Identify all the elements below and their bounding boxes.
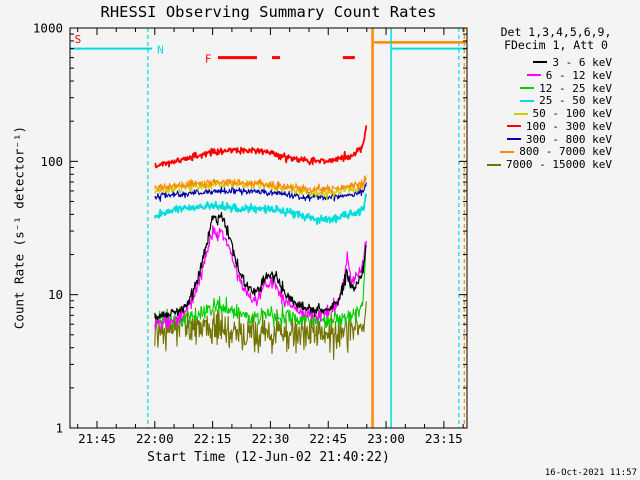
legend-entry-label: 100 - 300 keV — [525, 119, 612, 133]
legend-entry: 300 - 800 keV — [474, 133, 638, 146]
x-tick-label: 22:00 — [136, 431, 174, 446]
series-line-800-7000keV — [154, 175, 367, 196]
legend-color-dash-icon — [487, 163, 502, 166]
legend-color-dash-icon — [526, 74, 541, 77]
legend-color-dash-icon — [520, 86, 535, 89]
y-tick-label: 1000 — [33, 21, 63, 36]
legend-entry: 12 - 25 keV — [474, 82, 638, 95]
legend-header-decimation: FDecim 1, Att 0 — [504, 38, 608, 52]
annotation-group: S N F — [70, 28, 467, 428]
y-axis-label: Count Rate (s⁻¹ detector⁻¹) — [11, 125, 27, 330]
legend-entry: 6 - 12 keV — [474, 69, 638, 82]
x-tick-label: 23:00 — [367, 431, 405, 446]
x-axis-label: Start Time (12-Jun-02 21:40:22) — [147, 450, 390, 465]
plot-frame — [69, 27, 468, 429]
legend-entry: 3 - 6 keV — [474, 56, 638, 69]
series-line-12-25keV — [154, 242, 367, 330]
flare-flag-label: F — [205, 53, 212, 66]
legend-entry-label: 800 - 7000 keV — [519, 145, 612, 159]
saa-flag-label: S — [75, 33, 82, 46]
y-tick-label: 1 — [55, 421, 63, 436]
x-tick-label: 22:30 — [252, 431, 290, 446]
legend-entry: 25 - 50 keV — [474, 94, 638, 107]
night-flag-label: N — [157, 43, 164, 56]
legend-header-detectors: Det 1,3,4,5,6,9, — [500, 25, 612, 39]
legend-color-dash-icon — [506, 138, 521, 141]
legend-color-dash-icon — [506, 125, 521, 128]
series-line-25-50keV — [153, 193, 368, 226]
series-line-100-300keV — [154, 125, 368, 169]
chart-title: RHESSI Observing Summary Count Rates — [100, 3, 437, 21]
legend-entries-list: 3 - 6 keV 6 - 12 keV 12 - 25 keV 25 - 50 ke… — [474, 56, 638, 171]
legend-entry-label: 7000 - 15000 keV — [506, 158, 612, 172]
legend-entry-label: 6 - 12 keV — [545, 68, 612, 82]
series-line-3-6keV — [154, 211, 367, 321]
legend-color-dash-icon — [533, 61, 548, 64]
legend-color-dash-icon — [513, 112, 528, 115]
legend-entry-label: 300 - 800 keV — [525, 132, 612, 146]
x-tick-label: 21:45 — [78, 431, 116, 446]
legend-entry-label: 12 - 25 keV — [539, 81, 612, 95]
legend-entry-label: 50 - 100 keV — [532, 107, 612, 121]
x-tick-label: 22:15 — [194, 431, 232, 446]
legend-entry: 50 - 100 keV — [474, 107, 638, 120]
legend-entry-label: 3 - 6 keV — [552, 55, 612, 69]
legend-entry: 100 - 300 keV — [474, 120, 638, 133]
legend-entry-label: 25 - 50 keV — [539, 94, 612, 108]
plot-generation-timestamp: 16-Oct-2021 11:57 — [544, 468, 637, 478]
legend: Det 1,3,4,5,6,9, FDecim 1, Att 0 3 - 6 k… — [474, 26, 638, 171]
legend-entry: 7000 - 15000 keV — [474, 158, 638, 171]
axes-group — [69, 27, 468, 429]
legend-color-dash-icon — [520, 99, 535, 102]
x-tick-label: 23:15 — [425, 431, 463, 446]
legend-entry: 800 - 7000 keV — [474, 145, 638, 159]
x-tick-label: 22:45 — [309, 431, 347, 446]
data-series-group — [153, 125, 368, 361]
y-tick-label: 100 — [40, 154, 63, 169]
series-line-300-800keV — [154, 182, 367, 202]
series-line-50-100keV — [154, 174, 367, 201]
series-line-7000-15000keV — [154, 301, 367, 361]
legend-color-dash-icon — [500, 150, 515, 153]
y-tick-label: 10 — [48, 287, 63, 302]
